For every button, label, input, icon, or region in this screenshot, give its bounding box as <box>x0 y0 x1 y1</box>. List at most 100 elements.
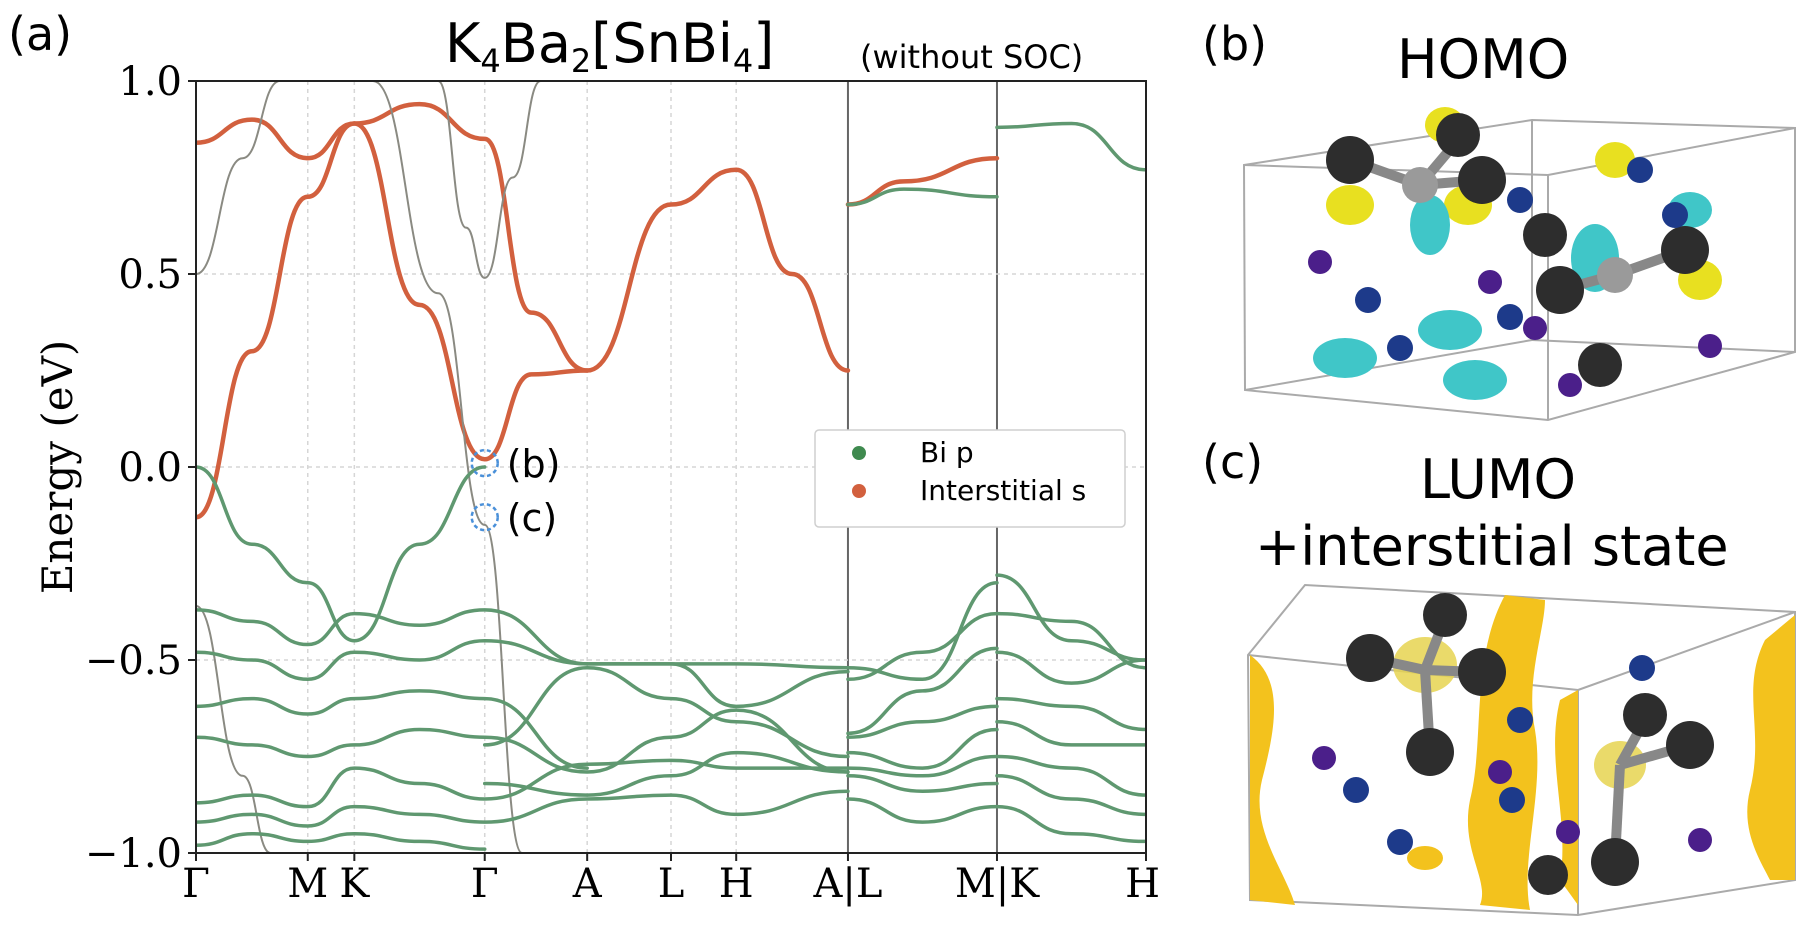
lumo-cell-edge <box>1577 611 1796 691</box>
y-tick-label: 0.5 <box>118 252 182 298</box>
band-line-green-33 <box>995 754 1146 797</box>
marker-circle-1 <box>470 502 499 532</box>
lumo-atom-ba <box>1688 828 1712 852</box>
band-line-green-34 <box>995 774 1146 817</box>
homo-cell-edge-5 <box>1547 127 1796 176</box>
band-line-green-8 <box>196 608 589 666</box>
legend-label-bi-p: Bi p <box>920 436 974 469</box>
homo-atom-ba <box>1698 334 1722 358</box>
homo-atom-k <box>1507 187 1533 213</box>
homo-atom-k <box>1662 202 1688 228</box>
homo-atom-bi <box>1578 343 1622 387</box>
homo-atom-ba <box>1523 316 1547 340</box>
band-line-green-12 <box>196 758 850 809</box>
homo-atom-sn <box>1597 257 1633 293</box>
homo-atom-bi <box>1523 213 1567 257</box>
band-line-green-20 <box>846 581 999 682</box>
band-line-green-31 <box>995 696 1146 732</box>
title-k: K <box>445 12 482 75</box>
band-line-green-21 <box>846 611 999 682</box>
legend-marker-bi-p <box>852 446 866 460</box>
lumo-atom-k <box>1507 707 1533 733</box>
band-line-green-25 <box>846 754 999 778</box>
homo-lobe-cyan <box>1313 338 1377 378</box>
lumo-atom-ba <box>1556 820 1580 844</box>
band-line-green-18 <box>846 187 999 207</box>
band-line-green-35 <box>995 804 1146 844</box>
homo-atom-ba <box>1308 250 1332 274</box>
lumo-atom-bi <box>1528 855 1568 895</box>
lumo-atom-bi <box>1406 728 1454 776</box>
marker-circle-0 <box>470 448 499 478</box>
homo-atom-ba <box>1478 270 1502 294</box>
band-line-green-15 <box>482 750 850 797</box>
band-series <box>196 81 1146 853</box>
homo-cell-edge-2 <box>1244 339 1533 391</box>
homo-atom-bi <box>1326 136 1374 184</box>
lumo-atom-bi <box>1666 721 1714 769</box>
band-line-green-16 <box>482 665 850 759</box>
homo-atom-k <box>1497 304 1523 330</box>
homo-lobe-cyan <box>1443 360 1507 400</box>
lumo-isosurface-yellow <box>1555 690 1578 905</box>
homo-cell-edge-3 <box>1531 339 1796 353</box>
title-close: ] <box>753 12 774 75</box>
x-tick-label: A|L <box>812 861 882 907</box>
homo-structure <box>1242 107 1796 422</box>
marker-points: (b) (c) <box>470 442 561 540</box>
lumo-atom-bi <box>1346 634 1394 682</box>
lumo-atom-bi <box>1458 648 1506 696</box>
lumo-structure <box>1246 583 1796 917</box>
x-tick-label: H <box>719 861 754 907</box>
lumo-atom-ba <box>1312 746 1336 770</box>
y-tick-label: −1.0 <box>85 831 182 877</box>
lumo-atom-k <box>1499 787 1525 813</box>
panel-label-c: (c) <box>1202 435 1263 489</box>
homo-atom-k <box>1387 335 1413 361</box>
homo-atom-bi <box>1661 226 1709 274</box>
band-line-green-9 <box>196 638 850 682</box>
band-line-green-7 <box>196 465 487 643</box>
band-line-gray-6 <box>196 604 272 853</box>
y-ticks: −1.0 −0.5 0.0 0.5 1.0 <box>85 59 196 877</box>
lumo-isosurface-yellow <box>1250 655 1295 905</box>
legend-label-interstitial-s: Interstitial s <box>920 474 1086 507</box>
band-line-green-26 <box>846 774 999 793</box>
band-line-interstitial-1 <box>196 101 590 373</box>
x-tick-label: H <box>1125 861 1160 907</box>
x-ticks: Γ M K Γ A L H A|L M|K H <box>182 853 1160 907</box>
x-tick-label: Γ <box>471 861 499 907</box>
homo-lobe-cyan <box>1410 195 1450 255</box>
x-tick-label: L <box>658 861 685 907</box>
band-line-green-28 <box>995 573 1146 662</box>
title-sub-1: 4 <box>480 42 500 80</box>
homo-atom-bi <box>1436 113 1480 157</box>
band-structure-plot: −1.0−0.50.00.51.0 Γ M K Γ A L H A|L M|K H Energy … <box>33 59 1160 907</box>
x-tick-label: K <box>339 861 370 907</box>
band-line-green-27 <box>846 797 999 824</box>
marker-label-1: (c) <box>507 496 558 540</box>
lumo-isosurface-yellow <box>1407 846 1443 870</box>
band-line-green-30 <box>995 650 1146 685</box>
chart-title-note: (without SOC) <box>860 38 1083 76</box>
band-line-green-24 <box>846 727 999 770</box>
homo-lobe-cyan <box>1418 310 1482 350</box>
homo-lobe-yellow <box>1326 185 1374 225</box>
band-line-green-13 <box>196 789 850 828</box>
homo-atom-ba <box>1558 373 1582 397</box>
panel-label-b: (b) <box>1202 17 1267 71</box>
band-line-green-11 <box>196 708 850 774</box>
panel-label-a: (a) <box>8 7 72 61</box>
x-tick-label: M <box>287 861 328 907</box>
band-line-interstitial-2 <box>845 155 1000 207</box>
homo-atom-sn <box>1402 167 1438 203</box>
band-line-green-23 <box>846 704 999 739</box>
band-line-green-14 <box>196 831 487 851</box>
lumo-atom-k <box>1343 777 1369 803</box>
lumo-atom-bi <box>1591 838 1639 886</box>
x-tick-label: Γ <box>182 861 210 907</box>
title-sub-2: 2 <box>571 42 591 80</box>
homo-lobe-yellow <box>1595 142 1635 178</box>
homo-title: HOMO <box>1397 28 1569 91</box>
